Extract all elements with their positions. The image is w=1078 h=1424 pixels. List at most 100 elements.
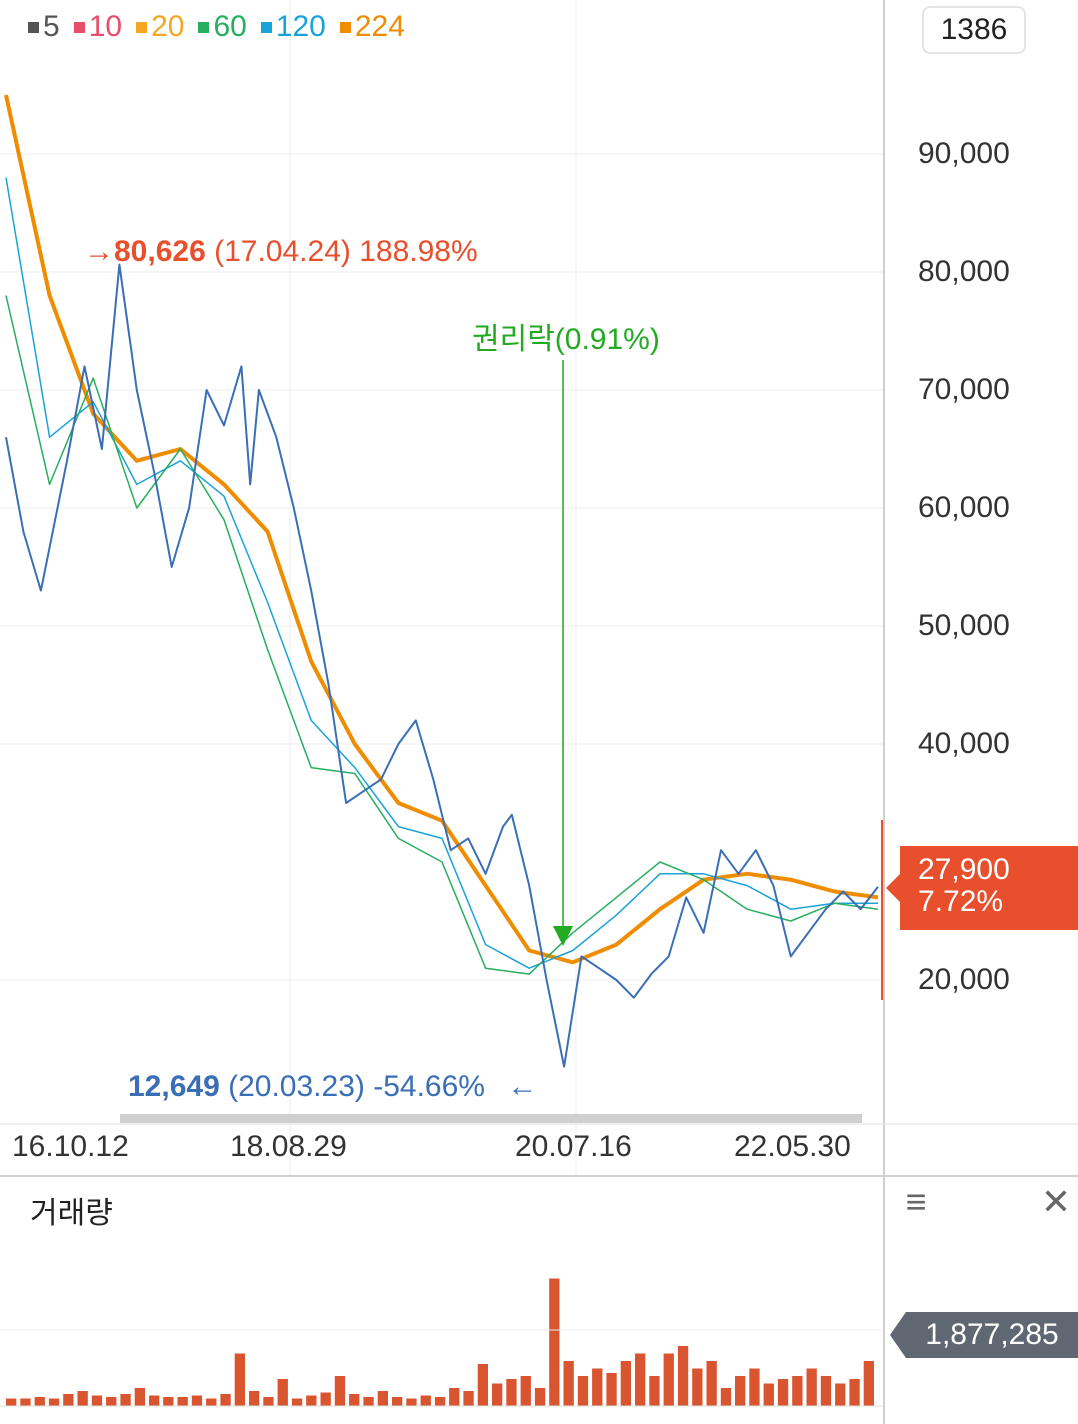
volume-bar bbox=[649, 1376, 660, 1406]
legend-item-60[interactable]: 60 bbox=[198, 10, 247, 44]
price-tag-pointer bbox=[886, 874, 900, 902]
volume-bar bbox=[635, 1353, 646, 1406]
volume-bar bbox=[677, 1346, 689, 1406]
low-pct: -54.66% bbox=[373, 1070, 485, 1103]
legend-label: 60 bbox=[213, 10, 247, 43]
volume-title: 거래량 bbox=[30, 1197, 113, 1230]
x-tick-label: 22.05.30 bbox=[734, 1130, 851, 1163]
legend-swatch bbox=[73, 21, 85, 33]
volume-bar bbox=[120, 1394, 131, 1406]
x-tick-label: 16.10.12 bbox=[12, 1130, 129, 1163]
volume-bar bbox=[849, 1379, 860, 1406]
volume-bar bbox=[549, 1278, 560, 1406]
legend-swatch bbox=[136, 21, 148, 33]
volume-bar bbox=[477, 1364, 488, 1406]
hamburger-icon[interactable]: ≡ bbox=[905, 1181, 927, 1222]
low-value: 12,649 bbox=[128, 1070, 220, 1103]
volume-bar bbox=[420, 1395, 431, 1406]
legend-swatch bbox=[260, 21, 272, 33]
high-arrow-icon: → bbox=[84, 235, 114, 268]
volume-bar bbox=[177, 1397, 188, 1406]
volume-bar bbox=[134, 1388, 145, 1406]
volume-bar bbox=[20, 1398, 31, 1406]
scrollbar bbox=[120, 1114, 862, 1123]
y-tick-label: 20,000 bbox=[918, 963, 1010, 996]
y-tick-label: 70,000 bbox=[918, 373, 1010, 406]
volume-bar bbox=[306, 1395, 317, 1406]
low-arrow-icon: ← bbox=[507, 1070, 538, 1103]
volume-bar bbox=[163, 1397, 174, 1406]
legend-label: 10 bbox=[88, 10, 123, 43]
volume-bar bbox=[392, 1397, 403, 1406]
volume-bar bbox=[34, 1397, 45, 1406]
volume-bar bbox=[77, 1391, 88, 1406]
volume-bar bbox=[320, 1392, 331, 1406]
high-annotation: →80,626 (17.04.24) 188.98% bbox=[84, 235, 478, 269]
volume-bar bbox=[206, 1398, 217, 1406]
legend-item-20[interactable]: 20 bbox=[136, 10, 184, 44]
legend-item-120[interactable]: 120 bbox=[260, 10, 326, 44]
legend-item-5[interactable]: 5 bbox=[28, 10, 60, 44]
volume-bar bbox=[720, 1388, 732, 1406]
volume-bar bbox=[6, 1398, 17, 1406]
volume-bar bbox=[234, 1353, 245, 1406]
volume-bar bbox=[377, 1391, 388, 1406]
volume-bar bbox=[463, 1391, 474, 1406]
current-price: 27,900 bbox=[918, 853, 1010, 886]
volume-tag-pointer bbox=[890, 1312, 906, 1358]
volume-bar bbox=[349, 1394, 360, 1406]
volume-bar bbox=[592, 1368, 603, 1406]
legend-item-10[interactable]: 10 bbox=[73, 10, 123, 44]
volume-bar bbox=[692, 1368, 703, 1406]
rights-arrow-head bbox=[553, 926, 573, 946]
high-pct: 188.98% bbox=[359, 235, 478, 268]
price-grid bbox=[0, 0, 884, 1176]
volume-bar bbox=[520, 1376, 531, 1406]
close-icon[interactable]: ✕ bbox=[1040, 1181, 1072, 1222]
volume-bar bbox=[534, 1388, 546, 1406]
volume-bar bbox=[434, 1397, 446, 1406]
volume-bar bbox=[191, 1395, 203, 1406]
volume-bar bbox=[63, 1394, 74, 1406]
chart-badge[interactable]: 1386 bbox=[922, 6, 1026, 54]
y-tick-label: 60,000 bbox=[918, 491, 1010, 524]
y-tick-label: 40,000 bbox=[918, 727, 1010, 760]
volume-bar bbox=[606, 1373, 617, 1406]
volume-bar bbox=[777, 1379, 789, 1406]
volume-bar bbox=[792, 1376, 803, 1406]
volume-bar bbox=[749, 1368, 760, 1406]
volume-bar bbox=[763, 1383, 774, 1406]
rights-annotation: 권리락(0.91%) bbox=[472, 323, 660, 356]
volume-bar bbox=[406, 1398, 417, 1406]
series-line-60 bbox=[5, 295, 879, 975]
volume-bar bbox=[735, 1376, 746, 1406]
legend-item-224[interactable]: 224 bbox=[339, 10, 405, 44]
ma-legend: 5 10 20 60 120 224 bbox=[28, 10, 405, 44]
volume-bar bbox=[263, 1397, 274, 1406]
volume-bar bbox=[563, 1361, 574, 1406]
legend-label: 20 bbox=[151, 10, 185, 43]
legend-label: 224 bbox=[354, 10, 405, 43]
legend-label: 5 bbox=[43, 10, 60, 43]
volume-bar bbox=[835, 1383, 846, 1406]
legend-swatch bbox=[198, 21, 210, 33]
series-line-224 bbox=[4, 94, 879, 965]
volume-bar bbox=[506, 1379, 517, 1406]
volume-bars bbox=[6, 1278, 874, 1406]
high-value: 80,626 bbox=[114, 235, 206, 268]
y-tick-label: 90,000 bbox=[918, 137, 1010, 170]
volume-bar bbox=[620, 1361, 631, 1406]
volume-last-tag: 1,877,285 bbox=[890, 1312, 1078, 1358]
volume-bar bbox=[492, 1383, 503, 1406]
volume-bar bbox=[806, 1368, 817, 1406]
legend-swatch bbox=[28, 21, 39, 33]
volume-bar bbox=[706, 1361, 717, 1406]
volume-bar bbox=[577, 1376, 589, 1406]
volume-bar bbox=[249, 1391, 260, 1406]
legend-swatch bbox=[339, 21, 351, 33]
legend-label: 120 bbox=[275, 10, 326, 43]
volume-last-value: 1,877,285 bbox=[925, 1318, 1059, 1351]
volume-bar bbox=[91, 1395, 103, 1406]
current-change: 7.72% bbox=[918, 884, 1004, 918]
